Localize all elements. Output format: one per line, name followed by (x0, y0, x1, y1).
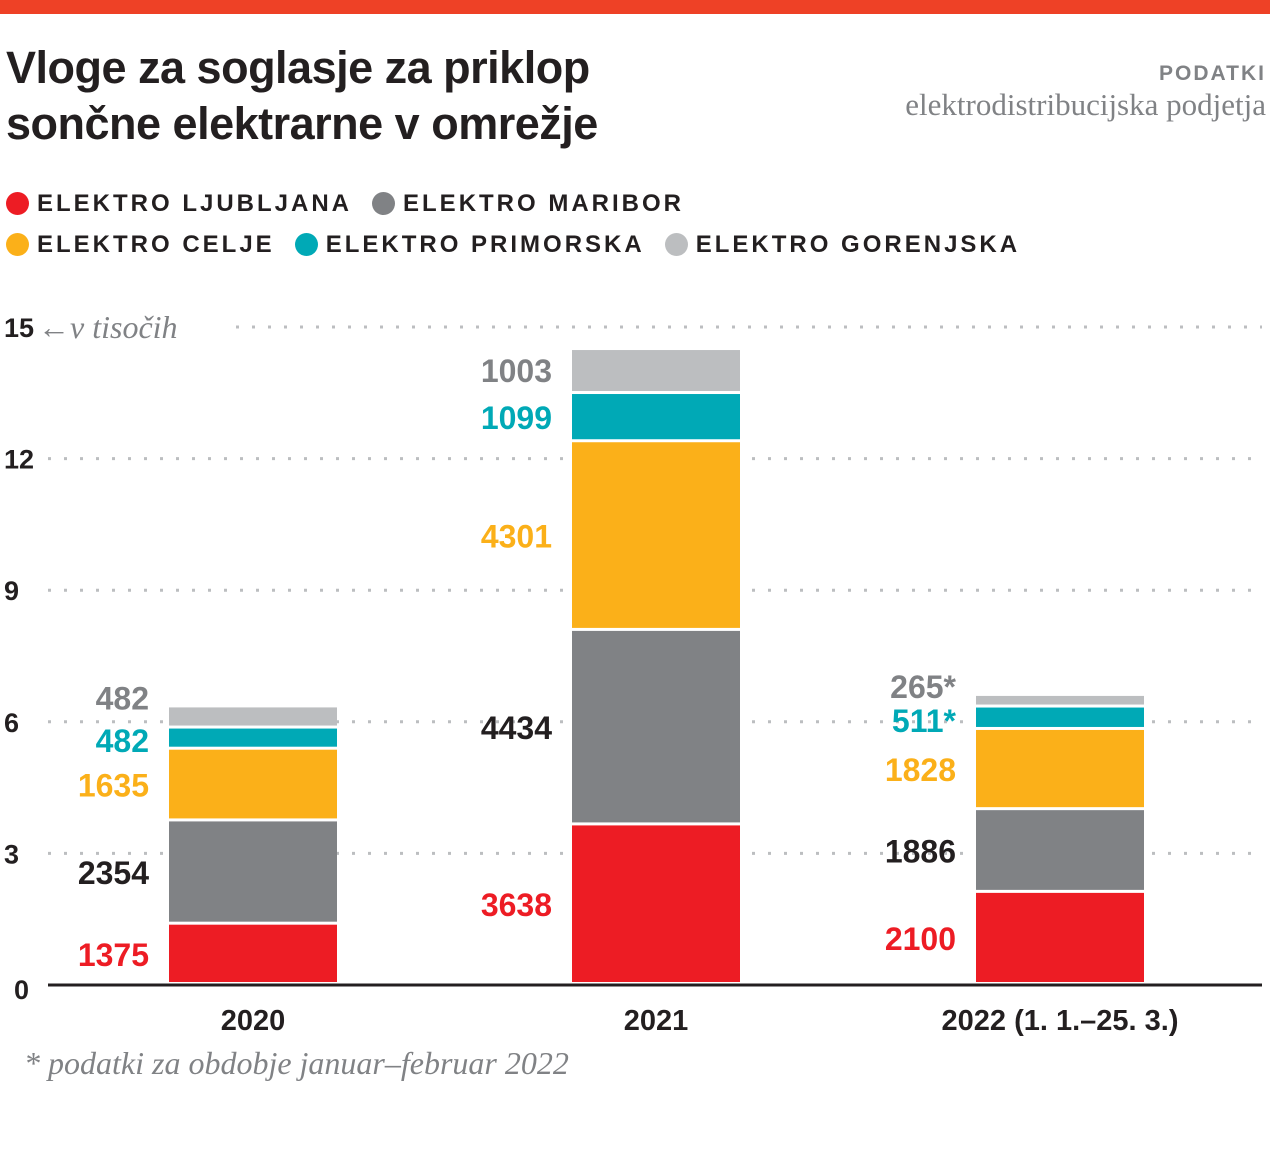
data-label: 1375 (78, 937, 149, 973)
chart-title: Vloge za soglasje za priklop sončne elek… (6, 40, 598, 152)
legend-item-celje: ELEKTRO CELJE (6, 231, 275, 259)
data-label: 4301 (481, 519, 552, 555)
bar-segment (169, 749, 337, 819)
data-label: 3638 (481, 887, 552, 923)
y-tick-label: 9 (4, 576, 19, 606)
legend-row-1: ELEKTRO LJUBLJANA ELEKTRO MARIBOR (6, 183, 1206, 224)
legend-label: ELEKTRO GORENJSKA (695, 230, 1021, 258)
data-label: 1635 (78, 768, 149, 804)
data-label: 482 (96, 680, 149, 716)
source-label: PODATKI (1159, 62, 1266, 85)
bar-segment (976, 892, 1144, 982)
data-label: 2354 (78, 855, 149, 891)
legend-item-gorenjska: ELEKTRO GORENJSKA (664, 230, 1021, 259)
legend-swatch-gorenjska (664, 233, 688, 256)
y-tick-label: 3 (4, 839, 19, 869)
legend-label: ELEKTRO LJUBLJANA (37, 189, 353, 217)
bar-segment (572, 442, 740, 628)
legend-swatch-ljubljana (6, 192, 29, 215)
legend-label: ELEKTRO PRIMORSKA (325, 230, 645, 258)
bar-segment (976, 810, 1144, 890)
legend-label: ELEKTRO CELJE (37, 230, 275, 258)
y-tick-label: 15 (4, 313, 34, 343)
y-tick-label: 0 (14, 975, 29, 1005)
legend-label: ELEKTRO MARIBOR (403, 189, 685, 217)
source-text: elektrodistribucijska podjetja (905, 87, 1266, 122)
bar-segment (169, 821, 337, 922)
y-tick-label: 12 (4, 445, 34, 475)
legend-swatch-primorska (294, 233, 318, 256)
title-line-1: Vloge za soglasje za priklop (6, 42, 590, 93)
legend-row-2: ELEKTRO CELJE ELEKTRO PRIMORSKA ELEKTRO … (6, 224, 1206, 265)
bar-segment (572, 825, 740, 982)
y-tick-label: 6 (4, 708, 19, 738)
legend-swatch-maribor (372, 192, 396, 215)
bar-segment (976, 707, 1144, 727)
bar-segment (572, 394, 740, 440)
bar-segment (169, 728, 337, 747)
title-line-2: sončne elektrarne v omrežje (6, 98, 598, 149)
data-label: 482 (96, 723, 149, 759)
data-label: 1886 (885, 834, 956, 870)
source-credit: PODATKI elektrodistribucijska podjetja (905, 60, 1266, 122)
bar-segment (572, 630, 740, 823)
bar-segment (169, 924, 337, 982)
footnote: * podatki za obdobje januar–februar 2022 (24, 1045, 569, 1081)
bar-segment (976, 695, 1144, 705)
data-label: 1828 (885, 752, 956, 788)
data-label: 4434 (481, 710, 552, 746)
data-label: 2100 (885, 921, 956, 957)
legend-item-maribor: ELEKTRO MARIBOR (372, 190, 684, 218)
legend-swatch-celje (6, 233, 29, 256)
x-category-label: 2022 (1. 1.–25. 3.) (942, 1005, 1179, 1037)
x-category-label: 2020 (221, 1005, 286, 1037)
data-label: 1099 (481, 400, 552, 436)
data-label: 1003 (481, 353, 552, 389)
data-label: 511* (892, 703, 957, 739)
bar-segment (976, 729, 1144, 808)
y-unit-label: ←v tisočih (38, 309, 178, 345)
top-accent-bar (0, 0, 1270, 14)
data-label: 265* (890, 669, 956, 705)
bar-segment (169, 707, 337, 726)
legend-item-ljubljana: ELEKTRO LJUBLJANA (6, 190, 352, 218)
legend: ELEKTRO LJUBLJANA ELEKTRO MARIBOR ELEKTR… (6, 183, 1206, 265)
legend-item-primorska: ELEKTRO PRIMORSKA (294, 230, 645, 259)
x-category-label: 2021 (624, 1005, 689, 1037)
bar-segment (572, 350, 740, 392)
